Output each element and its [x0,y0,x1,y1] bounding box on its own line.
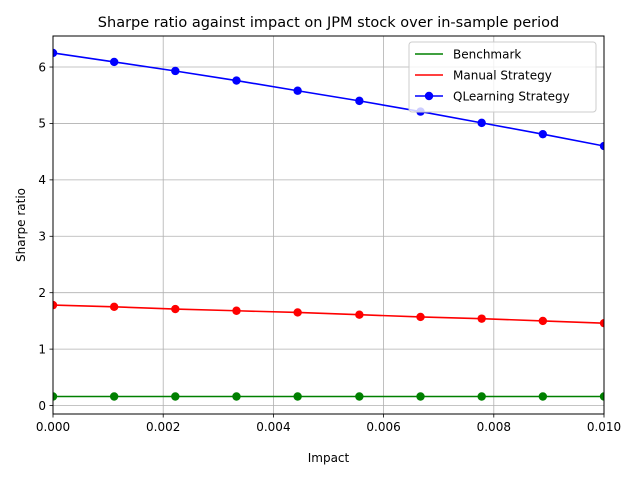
data-point-benchmark [416,392,425,401]
data-point-qlearning-strategy [171,66,180,76]
data-point-benchmark [232,392,241,401]
data-point-benchmark [53,392,58,401]
data-point-manual-strategy [599,318,604,328]
data-point-benchmark [109,392,119,401]
plot-series [53,48,604,401]
data-point-qlearning-strategy [477,118,486,128]
data-point-manual-strategy [355,310,364,319]
data-point-manual-strategy [293,308,302,317]
data-point-manual-strategy [171,304,180,314]
legend-label-manual-strategy: Manual Strategy [453,69,552,83]
x-tick-label: 0.008 [477,420,511,434]
data-point-manual-strategy [538,316,548,326]
x-axis-ticks: 0.000 0.002 0.004 0.006 0.008 0.010 [36,414,621,434]
data-point-benchmark [477,392,486,401]
plot-area [53,48,604,401]
series-line-manual-strategy [53,304,604,324]
series-line-qlearning-strategy [53,52,604,147]
x-tick-label: 0.002 [146,420,180,434]
plot-frame [52,35,605,415]
data-point-qlearning-strategy [232,76,241,85]
legend-item-benchmark: Benchmark [415,48,521,62]
series-benchmark [53,392,604,401]
data-point-qlearning-strategy [538,129,548,139]
y-axis-label: Sharpe ratio [14,188,28,262]
y-tick-label: 1 [38,342,46,356]
legend-label-benchmark: Benchmark [453,48,521,62]
x-tick-label: 0.006 [366,420,400,434]
legend: Benchmark Manual Strategy QLearning Strate… [408,41,597,113]
y-tick-label: 0 [38,399,46,413]
data-point-benchmark [293,392,302,401]
y-axis-ticks: 0 1 2 3 4 5 6 [38,60,53,413]
y-tick-label: 4 [38,173,46,187]
grid-lines [52,36,605,414]
data-point-benchmark [355,392,364,401]
x-tick-label: 0.000 [36,420,70,434]
chart-title: Sharpe ratio against impact on JPM stock… [98,15,559,31]
data-point-manual-strategy [232,306,241,315]
data-point-benchmark [599,392,604,401]
data-point-qlearning-strategy [599,141,604,151]
data-point-qlearning-strategy [109,57,119,67]
data-point-manual-strategy [477,314,486,323]
x-tick-label: 0.010 [587,420,621,434]
x-axis-label: Impact [308,451,350,465]
data-point-benchmark [171,392,180,401]
series-manual-strategy [53,300,604,328]
legend-box [408,41,597,113]
y-tick-label: 5 [38,117,46,131]
y-tick-label: 6 [38,60,46,74]
data-point-qlearning-strategy [53,48,58,58]
legend-label-qlearning-strategy: QLearning Strategy [453,90,570,104]
x-tick-label: 0.004 [256,420,290,434]
y-tick-label: 2 [38,286,46,300]
data-point-benchmark [538,392,548,401]
data-point-manual-strategy [109,302,119,312]
legend-item-qlearning-strategy: QLearning Strategy [415,90,570,104]
data-point-qlearning-strategy [355,96,364,106]
y-tick-label: 3 [38,230,46,244]
legend-marker-qlearning-strategy [424,91,434,101]
data-point-manual-strategy [53,300,58,310]
data-point-qlearning-strategy [293,86,302,95]
series-qlearning-strategy [53,48,604,151]
data-point-manual-strategy [416,312,425,322]
legend-item-manual-strategy: Manual Strategy [415,69,552,83]
